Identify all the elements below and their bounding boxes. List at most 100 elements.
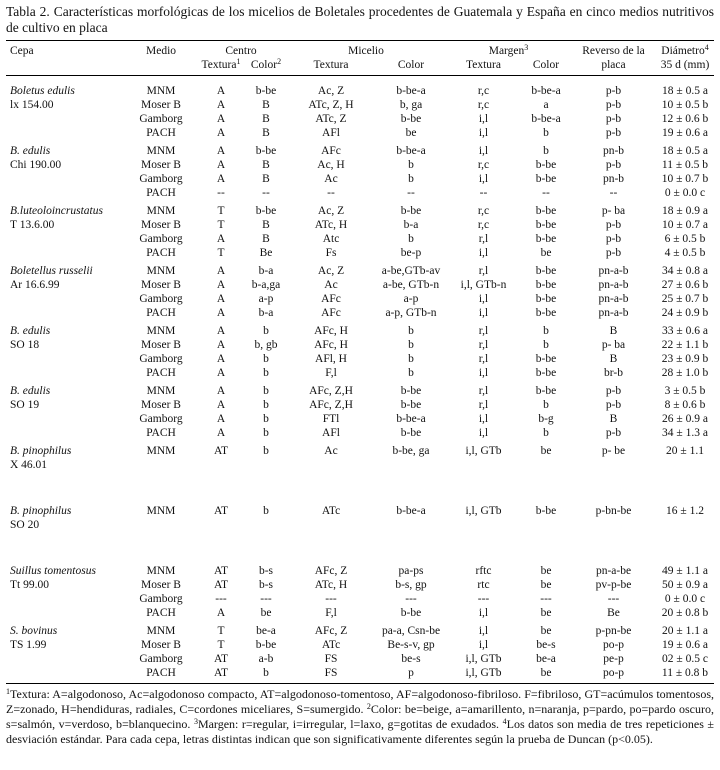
table-cell: pn-a-b bbox=[598, 265, 629, 277]
strain-cell: SO 19 bbox=[6, 398, 126, 412]
table-cell: i,l bbox=[478, 639, 489, 651]
header-text: Color bbox=[250, 59, 278, 71]
table-row: SO 20 bbox=[6, 518, 714, 532]
caption-text: Características morfológicas de los mice… bbox=[6, 4, 715, 35]
header-cell: Textura bbox=[286, 58, 376, 76]
table-cell: b bbox=[263, 367, 269, 379]
table-cell bbox=[521, 518, 571, 532]
table-cell: 10 ± 0.7 b bbox=[661, 173, 709, 185]
strain-name: B. pinophilus bbox=[10, 445, 72, 457]
table-cell: Atc bbox=[322, 233, 340, 245]
table-cell: Gamborg bbox=[139, 233, 183, 245]
table-row: PACH A B AFl be i,l b p-b 19 ± 0.6 a bbox=[6, 126, 714, 140]
spacer bbox=[6, 76, 714, 85]
header-cell: Color bbox=[521, 58, 571, 76]
strain-code: Tt 99.00 bbox=[10, 579, 49, 591]
table-cell: a-be,GTb-av bbox=[381, 265, 441, 277]
table-cell: AFc, Z,H bbox=[309, 385, 353, 397]
table-cell: b-s, gp bbox=[395, 579, 427, 591]
table-cell: 0 ± 0.0 c bbox=[664, 593, 706, 605]
table-cell bbox=[246, 518, 286, 532]
table-cell: p-b bbox=[605, 219, 622, 231]
table-cell: 25 ± 0.7 b bbox=[661, 293, 709, 305]
footnote-text: Color: be=beige, a=amarillento, n=naranj… bbox=[6, 702, 714, 731]
table-cell: pa-a, Csn-be bbox=[381, 625, 441, 637]
table-cell: A bbox=[216, 413, 226, 425]
strain-code: TS 1.99 bbox=[10, 639, 47, 651]
strain-cell bbox=[6, 666, 126, 680]
table-cell: i,l bbox=[478, 625, 489, 637]
table-cell: B bbox=[262, 99, 270, 111]
table-cell bbox=[196, 458, 246, 472]
table-cell: be bbox=[540, 247, 552, 259]
table-cell: 28 ± 1.0 b bbox=[661, 367, 709, 379]
table-cell: AT bbox=[213, 653, 229, 665]
table-cell: Ac, Z bbox=[317, 265, 345, 277]
table-cell: Gamborg bbox=[139, 173, 183, 185]
strain-cell: Chi 190.00 bbox=[6, 158, 126, 172]
table-row: Gamborg A B ATc, Z b-be i,l b-be-a p-b 12 ± 0.6 … bbox=[6, 112, 714, 126]
table-cell bbox=[656, 458, 714, 472]
superscript: 2 bbox=[277, 57, 282, 66]
table-cell bbox=[246, 458, 286, 472]
table-cell bbox=[446, 518, 521, 532]
strain-code: SO 18 bbox=[10, 339, 40, 351]
table-cell bbox=[656, 518, 714, 532]
table-cell: b bbox=[543, 145, 549, 157]
strain-cell: Tt 99.00 bbox=[6, 578, 126, 592]
header-cell: Diámetro4 35 d (mm) bbox=[656, 41, 714, 76]
table-cell: i,l bbox=[478, 427, 489, 439]
table-cell: b-be bbox=[400, 113, 422, 125]
table-cell: Moser B bbox=[141, 579, 181, 591]
table-cell: B bbox=[262, 233, 270, 245]
table-row: Gamborg A B Ac b i,l b-be pn-b 10 ± 0.7 b bbox=[6, 172, 714, 186]
header-cell: Color2 bbox=[246, 58, 286, 76]
footnote: 1Textura: A=algodonoso, Ac=algodonoso co… bbox=[6, 687, 714, 747]
table-cell: B bbox=[262, 113, 270, 125]
table-cell: 19 ± 0.6 a bbox=[662, 639, 708, 651]
table-cell: A bbox=[216, 99, 226, 111]
table-cell: Ac bbox=[324, 173, 338, 185]
table-cell: rtc bbox=[477, 579, 490, 591]
strain-code: X 46.01 bbox=[10, 459, 48, 471]
table-cell: AFl, H bbox=[315, 353, 347, 365]
table-cell: AFc, Z bbox=[314, 625, 348, 637]
strain-cell bbox=[6, 652, 126, 666]
table-cell: r,l bbox=[478, 265, 489, 277]
header-cell: Reverso de la placa bbox=[582, 45, 645, 71]
strain-cell: S. bovinus bbox=[6, 624, 126, 638]
strain-cell: B. pinophilus bbox=[6, 504, 126, 518]
spacer-cell bbox=[6, 680, 714, 684]
table-cell: i,l bbox=[478, 413, 489, 425]
table-cell: PACH bbox=[146, 667, 176, 679]
table-cell bbox=[376, 518, 446, 532]
table-cell: r,l bbox=[478, 233, 489, 245]
table-cell: b bbox=[408, 159, 414, 171]
table-cell bbox=[126, 518, 196, 532]
table-cell: 20 ± 1.1 bbox=[666, 445, 704, 457]
table-cell: 18 ± 0.5 a bbox=[662, 145, 708, 157]
table-row: Chi 190.00 Moser B A B Ac, H b r,c b-be p-b 11 ± … bbox=[6, 158, 714, 172]
strain-cell bbox=[6, 232, 126, 246]
table-row: PACH -- -- -- -- -- -- -- 0 ± 0.0 c bbox=[6, 186, 714, 200]
table-cell: i,l bbox=[478, 247, 489, 259]
table-cell bbox=[286, 458, 376, 472]
strain-code: T 13.6.00 bbox=[10, 219, 55, 231]
table-cell: r,c bbox=[477, 219, 490, 231]
table-cell: pe-p bbox=[603, 653, 624, 665]
table-cell: be-a bbox=[536, 653, 556, 665]
superscript: 3 bbox=[524, 43, 529, 52]
strain-code: lx 154.00 bbox=[10, 99, 54, 111]
table-cell: r,l bbox=[478, 385, 489, 397]
table-cell bbox=[376, 458, 446, 472]
table-cell: pv-p-be bbox=[595, 579, 632, 591]
table-cell: Gamborg bbox=[139, 293, 183, 305]
table-row: PACH AT b FS p i,l, GTb be po-p 11 ± 0.8 b bbox=[6, 666, 714, 680]
table-cell: r,c bbox=[477, 159, 490, 171]
table-cell: 34 ± 1.3 a bbox=[662, 427, 708, 439]
